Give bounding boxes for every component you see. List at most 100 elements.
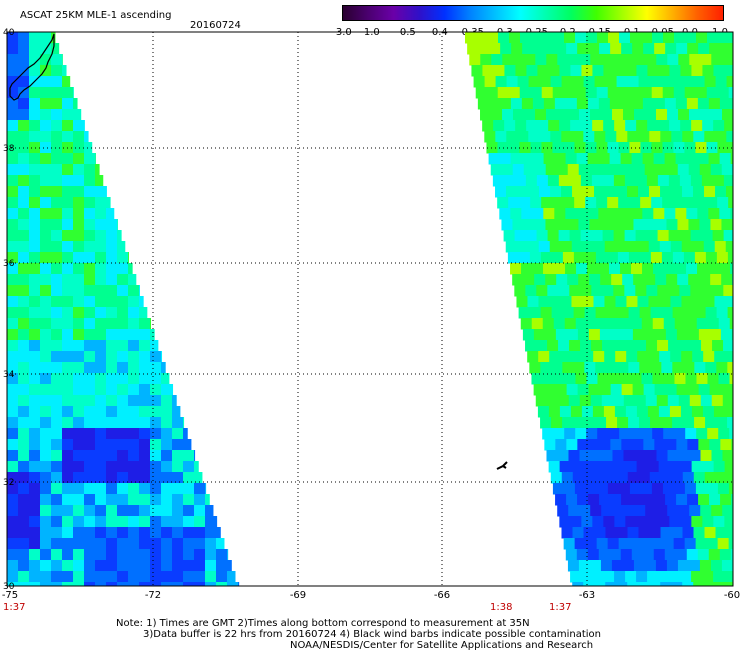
swath-cell [106, 252, 118, 264]
swath-cell [84, 516, 96, 528]
swath-cell [605, 76, 618, 88]
swath-cell [139, 428, 151, 440]
swath-cell [717, 538, 730, 550]
swath-cell [614, 65, 626, 77]
swath-cell [696, 32, 708, 44]
swath-cell [106, 230, 118, 242]
swath-cell [183, 582, 195, 587]
swath-cell [29, 230, 41, 242]
swath-cell [556, 274, 568, 286]
swath-cell [599, 439, 611, 451]
swath-cell [150, 571, 162, 583]
swath-cell [183, 516, 195, 528]
swath-cell [172, 384, 174, 396]
swath-cell [183, 450, 195, 462]
swath-cell [7, 65, 19, 77]
swath-cell [636, 406, 649, 418]
swath-cell [106, 516, 118, 528]
swath-cell [40, 516, 52, 528]
swath-cell [584, 307, 597, 319]
swath-cell [106, 406, 118, 418]
swath-cell [95, 549, 107, 561]
swath-cell [563, 483, 576, 495]
swath-cell [570, 120, 582, 132]
swath-cell [150, 494, 162, 506]
swath-cell [677, 274, 689, 286]
swath-cell [106, 505, 118, 517]
swath-cell [671, 186, 683, 198]
swath-cell [620, 153, 633, 165]
swath-cell [18, 76, 30, 88]
swath-cell [630, 428, 642, 440]
swath-cell [84, 274, 96, 286]
swath-cell [545, 219, 557, 231]
swath-cell [106, 329, 118, 341]
swath-cell [705, 307, 718, 319]
swath-cell [525, 285, 537, 297]
swath-cell [673, 197, 685, 209]
swath-cell [18, 131, 30, 143]
swath-cell [106, 274, 118, 286]
swath-cell [649, 186, 661, 198]
swath-cell [601, 109, 613, 121]
longitude-label: -72 [144, 590, 162, 601]
swath-cell [579, 395, 592, 407]
swath-cell [522, 329, 535, 341]
swath-cell [618, 538, 631, 550]
swath-cell [7, 274, 19, 286]
longitude-label: -63 [578, 590, 596, 601]
swath-cell [18, 549, 30, 561]
swath-cell [508, 87, 521, 99]
swath-cell [680, 516, 692, 528]
swath-cell [568, 505, 580, 517]
swath-cell [623, 109, 635, 121]
swath-cell [489, 43, 501, 55]
swath-cell [523, 274, 535, 286]
swath-cell [702, 571, 714, 583]
swath-cell [183, 505, 195, 517]
wind-barb-mark [496, 461, 508, 470]
swath-cell [62, 417, 74, 429]
swath-cell [544, 384, 557, 396]
swath-cell [678, 54, 690, 66]
swath-cell [216, 516, 218, 528]
swath-cell [620, 263, 632, 275]
swath-cell [73, 483, 85, 495]
swath-cell [545, 274, 557, 286]
swath-cell [40, 571, 52, 583]
swath-cell [721, 164, 734, 176]
swath-cell [604, 296, 616, 308]
swath-cell [694, 362, 706, 374]
swath-cell [84, 505, 96, 517]
swath-cell [117, 472, 129, 484]
swath-cell [547, 230, 560, 242]
swath-cell [614, 120, 626, 132]
swath-cell [572, 131, 584, 143]
swath-cell [690, 340, 702, 352]
swath-cell [40, 241, 52, 253]
swath-cell [128, 527, 140, 539]
swath-cell [612, 450, 624, 462]
swath-cell [150, 428, 162, 440]
swath-cell [7, 461, 19, 473]
swath-cell [543, 208, 555, 220]
swath-cell [642, 263, 654, 275]
swath-cell [7, 263, 19, 275]
swath-cell [564, 373, 576, 385]
swath-cell [544, 43, 556, 55]
swath-cell [139, 527, 151, 539]
latitude-label: 40 [3, 28, 15, 38]
swath-cell [516, 296, 528, 308]
swath-cell [595, 307, 608, 319]
swath-cell [510, 263, 522, 275]
swath-cell [645, 395, 658, 407]
swath-cell [579, 450, 591, 462]
swath-cell [514, 285, 526, 297]
swath-cell [161, 582, 173, 587]
swath-cell [514, 230, 527, 242]
swath-cell [521, 263, 533, 275]
swath-cell [600, 164, 613, 176]
swath-cell [601, 450, 613, 462]
swath-cell [117, 230, 122, 242]
swath-cell [18, 560, 30, 572]
